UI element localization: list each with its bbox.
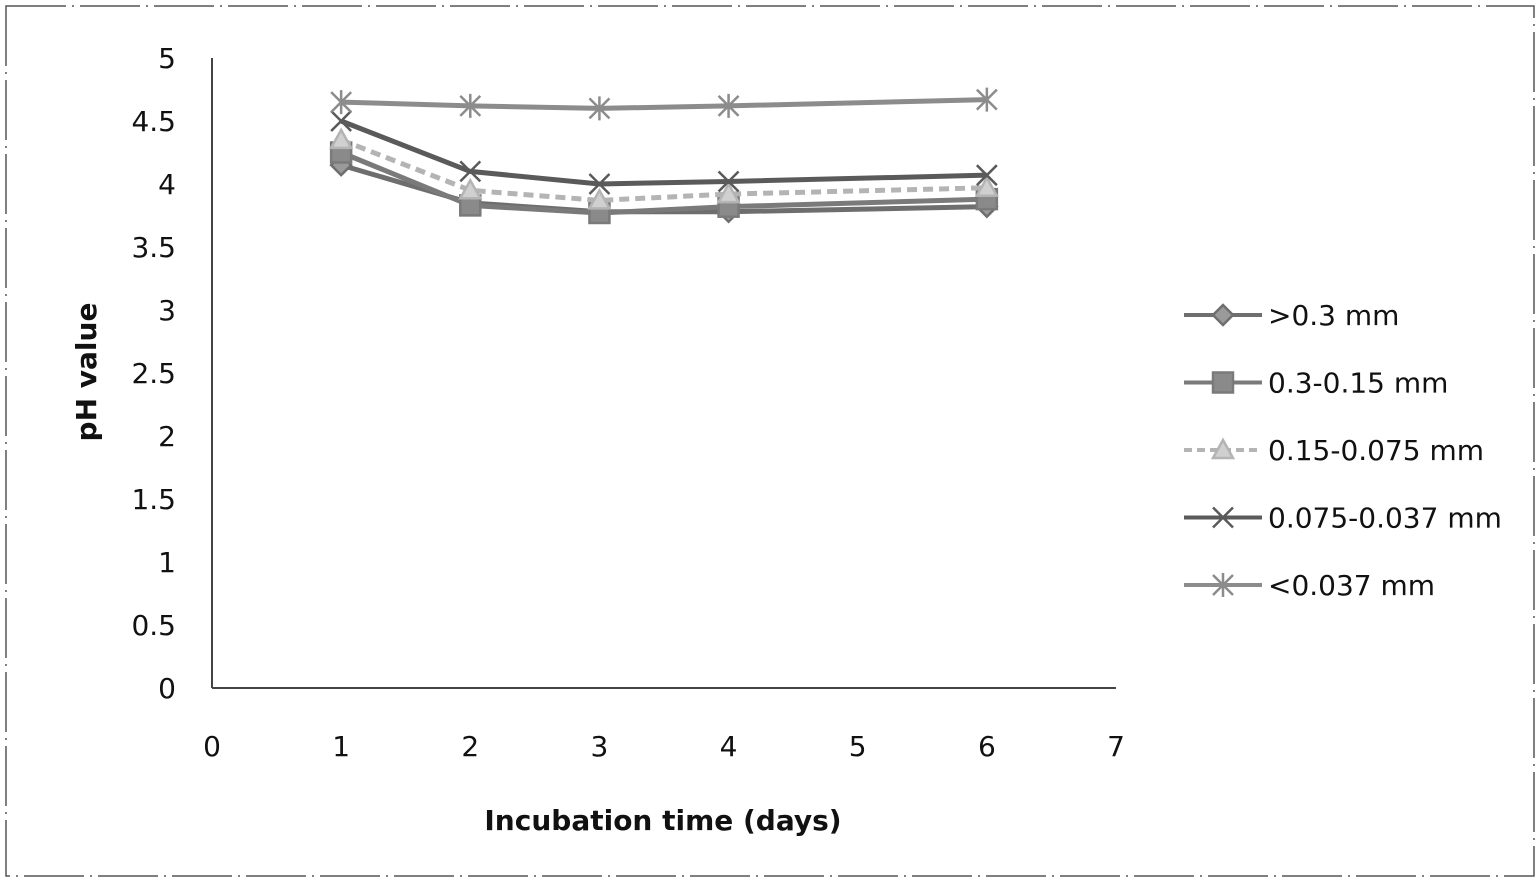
y-tick-label: 3.5 — [131, 231, 176, 264]
x-tick-label: 6 — [978, 730, 996, 763]
data-point — [717, 93, 740, 118]
y-tick-label: 1 — [158, 546, 176, 579]
y-tick-label: 2.5 — [131, 357, 176, 390]
x-tick-label: 2 — [461, 730, 479, 763]
y-axis-title: pH value — [70, 303, 103, 442]
y-tick-label: 4 — [158, 168, 176, 201]
y-tick-label: 0 — [158, 672, 176, 705]
legend-item: 0.075-0.037 mm — [1184, 502, 1502, 535]
x-tick-label: 4 — [720, 730, 738, 763]
data-point — [974, 175, 999, 198]
x-axis-title: Incubation time (days) — [484, 804, 841, 837]
chart-border — [5, 5, 1535, 877]
legend-label: 0.075-0.037 mm — [1268, 502, 1502, 535]
legend-label: >0.3 mm — [1268, 299, 1399, 332]
data-point — [587, 187, 612, 210]
legend-item: 0.15-0.075 mm — [1184, 434, 1484, 467]
data-point — [1211, 303, 1235, 327]
x-tick-label: 1 — [332, 730, 350, 763]
data-point — [717, 170, 740, 193]
data-point — [1210, 437, 1236, 460]
series-group — [330, 110, 998, 195]
data-point — [330, 110, 353, 132]
series-group — [329, 127, 999, 210]
data-point — [1211, 371, 1235, 394]
legend-label: <0.037 mm — [1268, 569, 1435, 602]
data-point — [975, 87, 998, 112]
data-point — [330, 90, 353, 115]
legend-item: <0.037 mm — [1184, 569, 1435, 602]
series-group — [330, 87, 998, 121]
y-tick-label: 2 — [158, 420, 176, 453]
legend-item: >0.3 mm — [1184, 299, 1399, 332]
series-line — [340, 162, 987, 215]
x-tick-label: 7 — [1107, 730, 1125, 763]
data-point — [459, 160, 482, 183]
data-point — [975, 164, 998, 187]
y-tick-label: 1.5 — [131, 483, 176, 516]
y-tick-label: 0.5 — [131, 609, 176, 642]
data-point — [459, 93, 482, 118]
legend-label: 0.15-0.075 mm — [1268, 434, 1484, 467]
y-tick-label: 4.5 — [131, 105, 176, 138]
series-line — [340, 137, 987, 203]
legend-item: 0.3-0.15 mm — [1184, 367, 1448, 400]
data-point — [329, 127, 354, 150]
y-tick-label: 5 — [158, 42, 176, 75]
legend-label: 0.3-0.15 mm — [1268, 367, 1448, 400]
x-tick-label: 0 — [203, 730, 221, 763]
x-tick-label: 3 — [591, 730, 609, 763]
y-tick-label: 3 — [158, 294, 176, 327]
data-point — [1212, 573, 1234, 597]
data-point — [588, 96, 611, 121]
data-point — [1212, 506, 1234, 529]
series-line — [341, 97, 987, 111]
data-point — [458, 177, 483, 200]
data-point — [716, 181, 741, 204]
data-point — [588, 173, 611, 195]
x-tick-label: 5 — [849, 730, 867, 763]
series-line — [340, 118, 987, 187]
